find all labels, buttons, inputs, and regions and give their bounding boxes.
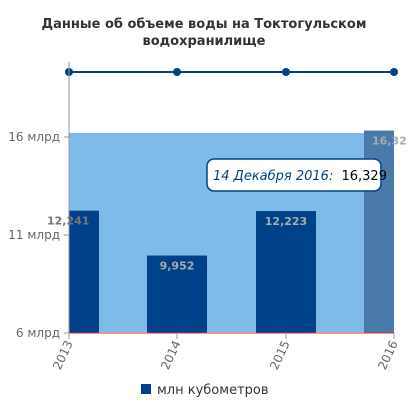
data-label-2015: 12,223 — [265, 215, 307, 228]
y-tick-label: 11 млрд — [8, 228, 60, 242]
data-label-2013: 12,241 — [47, 215, 89, 228]
navigator-dot-2015[interactable] — [282, 68, 290, 76]
svg-text:14 Декабря 2016: 16,329: 14 Декабря 2016: 16,329 — [213, 169, 387, 184]
legend-label: млн кубометров — [157, 383, 269, 398]
x-tick-label-2016: 2016 — [375, 338, 401, 372]
y-tick-label: 16 млрд — [8, 130, 60, 144]
data-label-2014: 9,952 — [160, 260, 195, 273]
legend[interactable]: млн кубометров — [141, 383, 269, 398]
tooltip-date: 14 Декабря 2016: — [213, 169, 333, 184]
x-tick-label-2013: 2013 — [50, 338, 76, 372]
data-labels: 12,241 9,952 12,223 16,32 — [47, 135, 407, 273]
x-axis-ticks: 2013 2014 2015 2016 — [50, 333, 401, 372]
bar-2014[interactable] — [147, 255, 207, 333]
tooltip: 14 Декабря 2016: 16,329 — [206, 158, 387, 192]
x-tick-label-2015: 2015 — [267, 338, 293, 372]
tooltip-box — [206, 158, 382, 192]
bar-2015[interactable] — [256, 211, 316, 333]
data-label-2016: 16,32 — [372, 135, 407, 148]
legend-swatch — [141, 384, 151, 394]
bar-2013[interactable] — [69, 210, 99, 333]
chart-title-line-2: водохранилище — [143, 34, 266, 49]
navigator-dot-2014[interactable] — [173, 68, 181, 76]
y-axis-ticks: 6 млрд 11 млрд 16 млрд — [8, 130, 69, 340]
chart-title-line-1: Данные об объеме воды на Токтогульском — [42, 17, 367, 32]
y-tick-label: 6 млрд — [16, 326, 60, 340]
x-tick-label-2014: 2014 — [158, 338, 184, 372]
navigator-dot-2016[interactable] — [390, 68, 398, 76]
bar-series — [69, 130, 394, 333]
tooltip-value: 16,329 — [341, 169, 387, 184]
